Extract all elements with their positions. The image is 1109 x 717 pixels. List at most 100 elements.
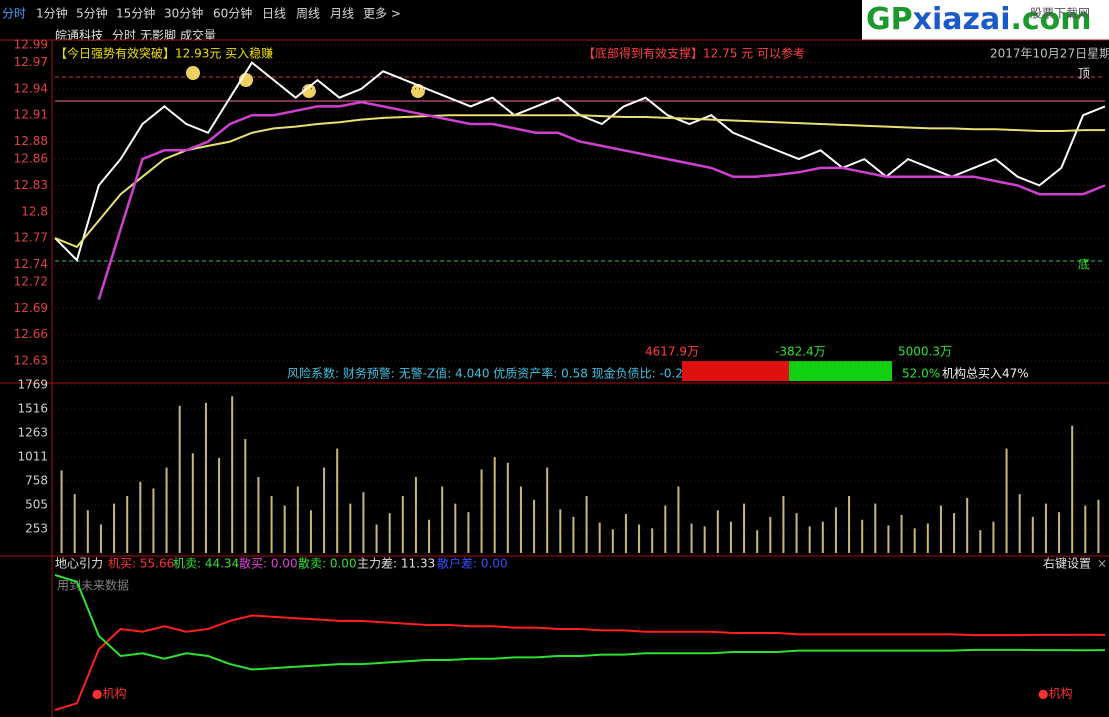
header-item: 分时	[112, 29, 136, 43]
volume-bar	[86, 510, 89, 553]
volume-bar	[362, 492, 365, 553]
volume-bar	[821, 521, 824, 553]
smiley	[186, 66, 200, 80]
volume-bar	[900, 515, 903, 553]
volume-bar	[1005, 448, 1008, 553]
y-tick-label: 12.99	[14, 38, 48, 52]
y-tick-label: 1516	[17, 402, 48, 416]
volume-bar	[834, 507, 837, 553]
inst-buy: 机构总买入47%	[942, 366, 1029, 381]
volume-bar	[848, 496, 851, 553]
y-tick-label: 1011	[17, 449, 48, 463]
volume-bar	[782, 496, 785, 553]
volume-bar	[559, 509, 562, 553]
volume-bar	[336, 448, 339, 553]
volume-bar	[1018, 494, 1021, 553]
volume-bar	[598, 522, 601, 553]
series-line	[54, 114, 1105, 249]
volume-bar	[913, 528, 916, 553]
header-item: 成交量	[180, 28, 216, 43]
volume-bar	[533, 499, 536, 553]
volume-bar	[60, 470, 63, 553]
logo: GPxiazai.com	[866, 2, 1092, 37]
volume-bar	[546, 467, 549, 553]
stock-name: 皖通科技	[55, 29, 103, 43]
indicator: 机卖: 44.34	[173, 557, 239, 571]
volume-bar	[165, 467, 168, 553]
tab[interactable]: 更多 >	[363, 7, 401, 21]
pct: 52.0%	[902, 367, 940, 381]
tab[interactable]: 月线	[330, 7, 354, 21]
volume-bar	[677, 486, 680, 553]
panel-title: 地心引力	[55, 557, 103, 571]
indicator: 机买: 55.66	[108, 557, 174, 571]
volume-bar	[441, 486, 444, 553]
volume-bar	[992, 521, 995, 553]
volume-bar	[703, 526, 706, 553]
volume-bar	[729, 521, 732, 553]
volume-bar	[113, 503, 116, 553]
net-amount: -382.4万	[775, 345, 826, 359]
volume-bar	[139, 481, 142, 553]
volume-bar	[861, 519, 864, 553]
annotation: 【今日强势有效突破】12.93元 买入稳赚	[55, 46, 273, 61]
y-tick-label: 505	[25, 498, 48, 512]
y-tick-label: 12.88	[14, 134, 48, 148]
volume-bar	[388, 513, 391, 553]
volume-bar	[204, 402, 207, 553]
volume-bar	[244, 439, 247, 553]
series-line	[54, 574, 1106, 671]
y-tick-label: 12.66	[14, 327, 48, 341]
volume-bar	[231, 396, 234, 553]
volume-bar	[769, 516, 772, 553]
y-tick-label: 12.91	[14, 108, 48, 122]
indicator: 主力差: 11.33	[357, 557, 435, 571]
volume-bar	[218, 458, 221, 553]
close[interactable]: ×	[1097, 557, 1107, 571]
volume-bar	[939, 505, 942, 553]
volume-bar	[257, 477, 260, 553]
tab[interactable]: 30分钟	[164, 6, 203, 21]
volume-bar	[506, 462, 509, 553]
volume-bar	[1031, 516, 1034, 553]
volume-bar	[99, 524, 102, 553]
tab[interactable]: 1分钟	[36, 6, 68, 21]
series-line	[97, 100, 1106, 300]
tab[interactable]: 15分钟	[116, 6, 155, 21]
volume-bar	[808, 526, 811, 553]
marker: ●机构	[1038, 686, 1072, 701]
y-tick-label: 758	[25, 474, 48, 488]
volume-bar	[401, 496, 404, 553]
volume-bar	[585, 496, 588, 553]
volume-bar	[611, 529, 614, 553]
indicator: 散户差: 0.00	[437, 556, 508, 571]
volume-bar	[887, 525, 890, 553]
volume-bar	[296, 486, 299, 553]
volume-bar	[1097, 499, 1100, 553]
y-tick-label: 12.86	[14, 152, 48, 166]
buy-bar	[682, 361, 789, 381]
volume-bar	[283, 505, 286, 553]
y-tick-label: 12.63	[14, 354, 48, 368]
series-line	[54, 614, 1106, 711]
tab[interactable]: 周线	[296, 7, 320, 21]
volume-bar	[795, 513, 798, 553]
volume-bar	[874, 503, 877, 553]
top-label: 顶	[1078, 67, 1090, 81]
volume-bar	[979, 530, 982, 553]
volume-bar	[664, 505, 667, 553]
logo-part: .com	[1011, 2, 1092, 37]
tab[interactable]: 60分钟	[213, 6, 252, 21]
volume-bar	[743, 503, 746, 553]
y-tick-label: 12.94	[14, 81, 48, 95]
y-tick-label: 1263	[17, 426, 48, 440]
volume-bar	[454, 503, 457, 553]
smiley	[302, 84, 316, 98]
tab[interactable]: 分时	[2, 7, 26, 21]
volume-bar	[323, 467, 326, 553]
volume-bar	[953, 513, 956, 553]
tab[interactable]: 日线	[262, 7, 286, 21]
settings[interactable]: 右键设置	[1043, 556, 1091, 571]
tab[interactable]: 5分钟	[76, 6, 108, 21]
